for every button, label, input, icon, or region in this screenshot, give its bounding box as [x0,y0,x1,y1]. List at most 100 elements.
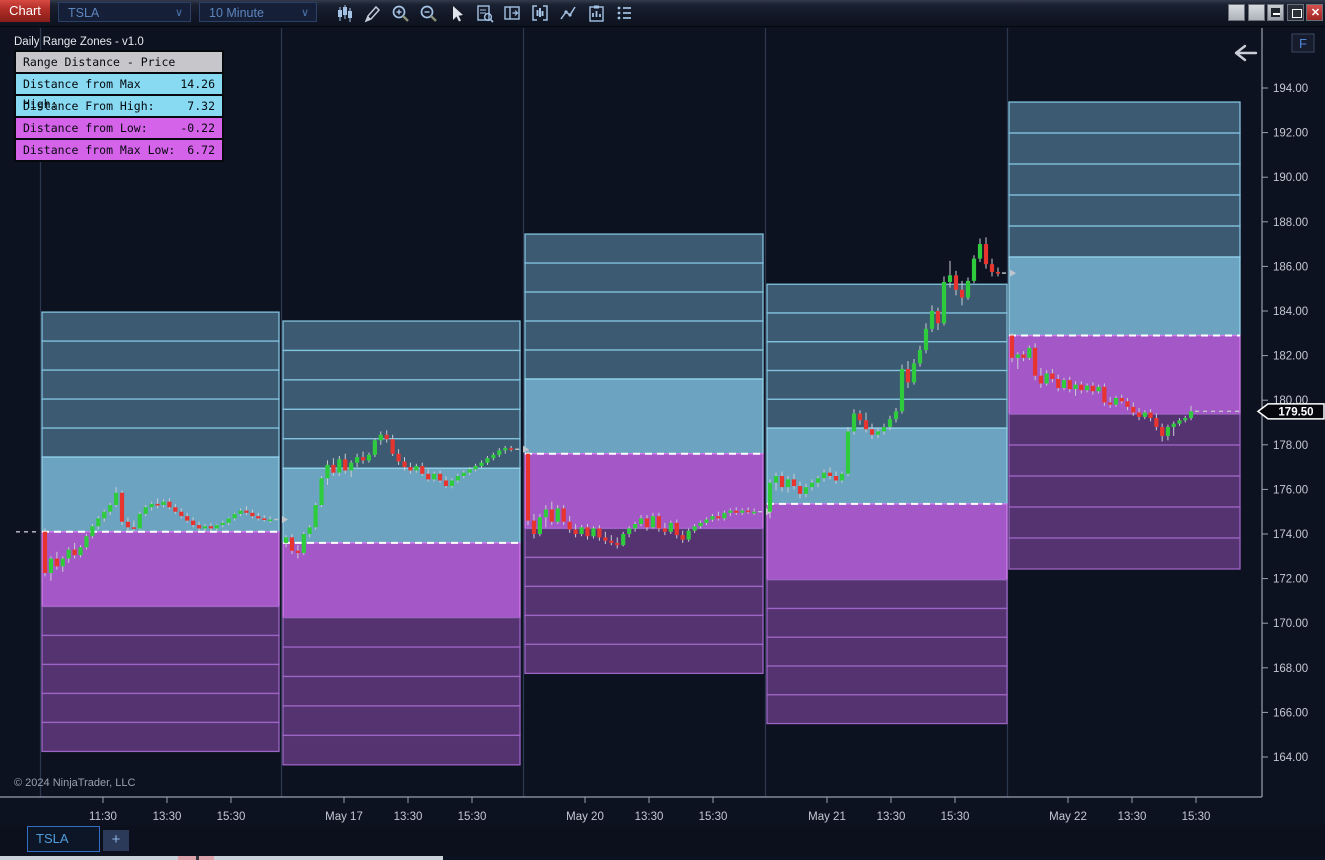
candle-body [638,518,644,524]
minimize-button[interactable] [1267,4,1284,21]
drawing-tools-icon[interactable] [361,3,383,23]
cursor-icon[interactable] [445,3,467,23]
candle-body [531,520,537,534]
instrument-dropdown[interactable]: TSLA ∨ [58,2,191,22]
candle-body [983,244,989,265]
candle-body [167,501,172,508]
candle-body [238,510,243,514]
candle-body [833,476,839,481]
indicator-row-label: Distance from Low: [23,121,148,135]
candle-body [633,523,638,529]
indicator-panel: Range Distance - Price Distance from Max … [14,50,224,162]
data-series-icon[interactable] [473,3,495,23]
range-zone-band [41,398,280,429]
candle-body [355,457,360,463]
range-zone-band [766,694,1008,725]
range-zone-band [1008,194,1241,227]
candle-body [977,244,983,259]
panel-icon[interactable] [501,3,523,23]
candle-body [1021,354,1026,358]
candle-body [208,526,213,529]
candle-body [585,527,590,537]
candle-body [1119,397,1124,402]
chart-trader-icon[interactable] [529,3,551,23]
scroll-to-last-bar-arrow-icon[interactable] [1234,44,1258,62]
candle-body [995,271,1001,274]
candle-body [1079,384,1084,391]
add-tab-button[interactable]: + [103,830,129,851]
chart-window-tab[interactable]: Chart [0,0,50,22]
range-zone-band [41,605,280,637]
candle-body [1015,354,1020,358]
time-tick-label: 15:30 [1182,811,1211,823]
candle-body [48,558,54,574]
candle-body [455,476,460,481]
candle-series [767,237,1016,519]
strategies-icon[interactable] [585,3,607,23]
chart-style-icon[interactable] [333,3,355,23]
candle-body [295,550,300,553]
candle-body [72,549,77,556]
candle-body [905,368,911,383]
candle-body [668,522,673,532]
range-zone-band [41,634,280,666]
candle-body [420,465,425,474]
price-tick-label: 178.00 [1273,440,1308,452]
candle-body [202,526,208,529]
candle-body [650,516,656,528]
range-zone-band [766,283,1008,314]
candle-body [349,462,354,471]
candle-body [289,537,295,551]
tab-tsla[interactable]: TSLA [27,826,100,852]
candle-body [360,457,366,461]
restore-button[interactable] [1286,4,1304,21]
candle-body [851,413,857,432]
candle-body [479,462,484,466]
time-tick-label: 11:30 [89,811,117,823]
candle-body [537,517,542,534]
candle-body [573,529,578,534]
list-icon[interactable] [613,3,635,23]
candle-body [785,479,791,488]
time-tick-label: May 22 [1049,811,1087,823]
range-zone-band [41,369,280,400]
zoom-in-icon[interactable] [389,3,411,23]
price-tick-label: 174.00 [1273,529,1308,541]
candle-body [196,525,202,529]
background-window-edge-notch [196,856,199,860]
window-extra-button-2[interactable] [1247,4,1265,21]
time-tick-label: May 21 [808,811,846,823]
candle-body [1009,335,1015,358]
candle-body [426,473,431,480]
time-tick-label: 15:30 [217,811,246,823]
time-tick-label: May 17 [325,811,363,823]
range-zone-band [282,705,521,737]
candle-body [1154,418,1159,427]
range-zone-band [282,438,521,469]
candle-body [366,454,372,461]
window-extra-button-1[interactable] [1228,4,1245,21]
candle-body [325,464,330,479]
candle-body [525,453,531,521]
candle-body [432,473,437,480]
candle-body [839,473,845,481]
range-zone-band [524,585,764,617]
interval-dropdown[interactable]: 10 Minute ∨ [199,2,317,22]
instrument-value: TSLA [68,6,100,20]
zoom-out-icon[interactable] [417,3,439,23]
candle-body [331,464,336,473]
range-zone-band [766,427,1008,505]
candle-body [686,530,691,540]
indicator-row-value: 6.72 [187,143,215,157]
range-zone-band [524,643,764,675]
candle-body [155,503,160,506]
candle-body [965,280,971,298]
close-button[interactable]: ✕ [1306,4,1323,21]
line-tool-icon[interactable] [557,3,579,23]
candle-body [875,431,881,435]
range-zone-band [524,378,764,455]
candle-body [752,511,757,514]
fixed-scale-badge[interactable] [1291,33,1315,53]
candle-body [722,512,727,519]
